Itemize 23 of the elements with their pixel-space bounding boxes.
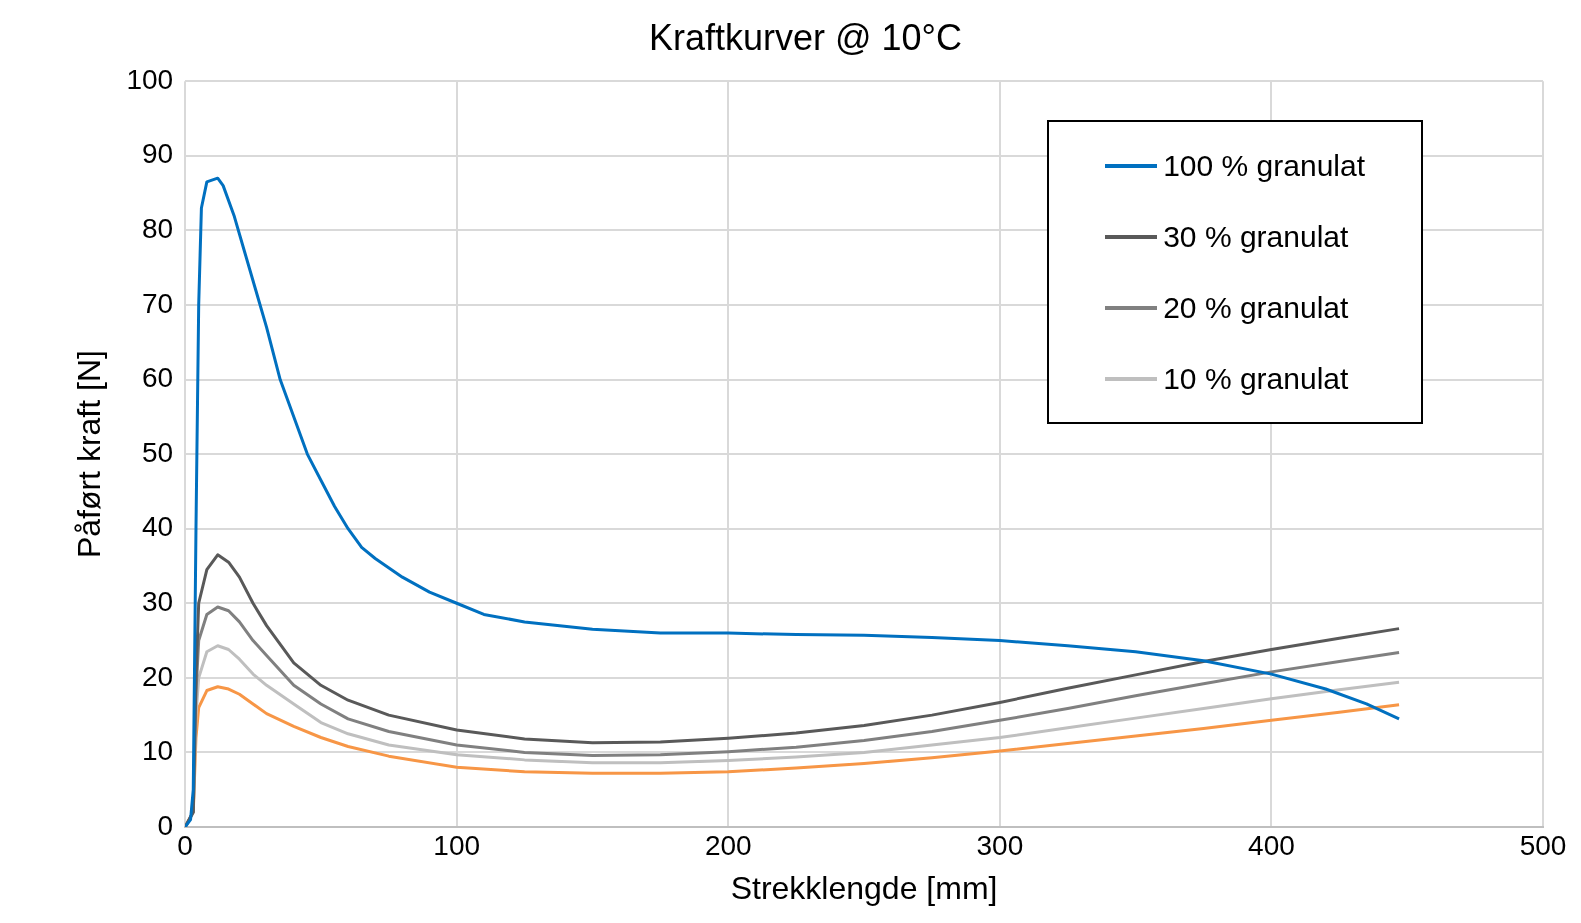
y-tick-label: 100 [126,63,174,95]
x-tick-label: 300 [976,829,1024,861]
y-tick-label: 20 [141,660,174,692]
y-tick-label: 10 [141,735,174,767]
y-tick-label: 80 [141,213,174,245]
y-tick-label: 60 [141,362,174,394]
x-tick-label: 500 [1519,829,1567,861]
y-tick-label: 90 [141,138,174,170]
legend-label: 20 % granulat [1163,290,1349,325]
y-axis-title: Påført kraft [N] [71,350,108,559]
x-tick-label: 200 [704,829,752,861]
chart-title: Kraftkurver @ 10°C [648,16,963,58]
legend-label: 10 % granulat [1163,361,1349,396]
y-tick-label: 50 [141,436,174,468]
x-axis-title: Strekklengde [mm] [730,869,998,906]
y-tick-label: 30 [141,585,174,617]
x-tick-label: 100 [433,829,481,861]
y-tick-label: 70 [141,287,174,319]
legend-label: 30 % granulat [1163,219,1349,254]
y-tick-label: 40 [141,511,174,543]
legend-label: 100 % granulat [1163,148,1365,183]
x-tick-label: 400 [1248,829,1295,861]
y-tick-label: 0 [157,809,174,841]
